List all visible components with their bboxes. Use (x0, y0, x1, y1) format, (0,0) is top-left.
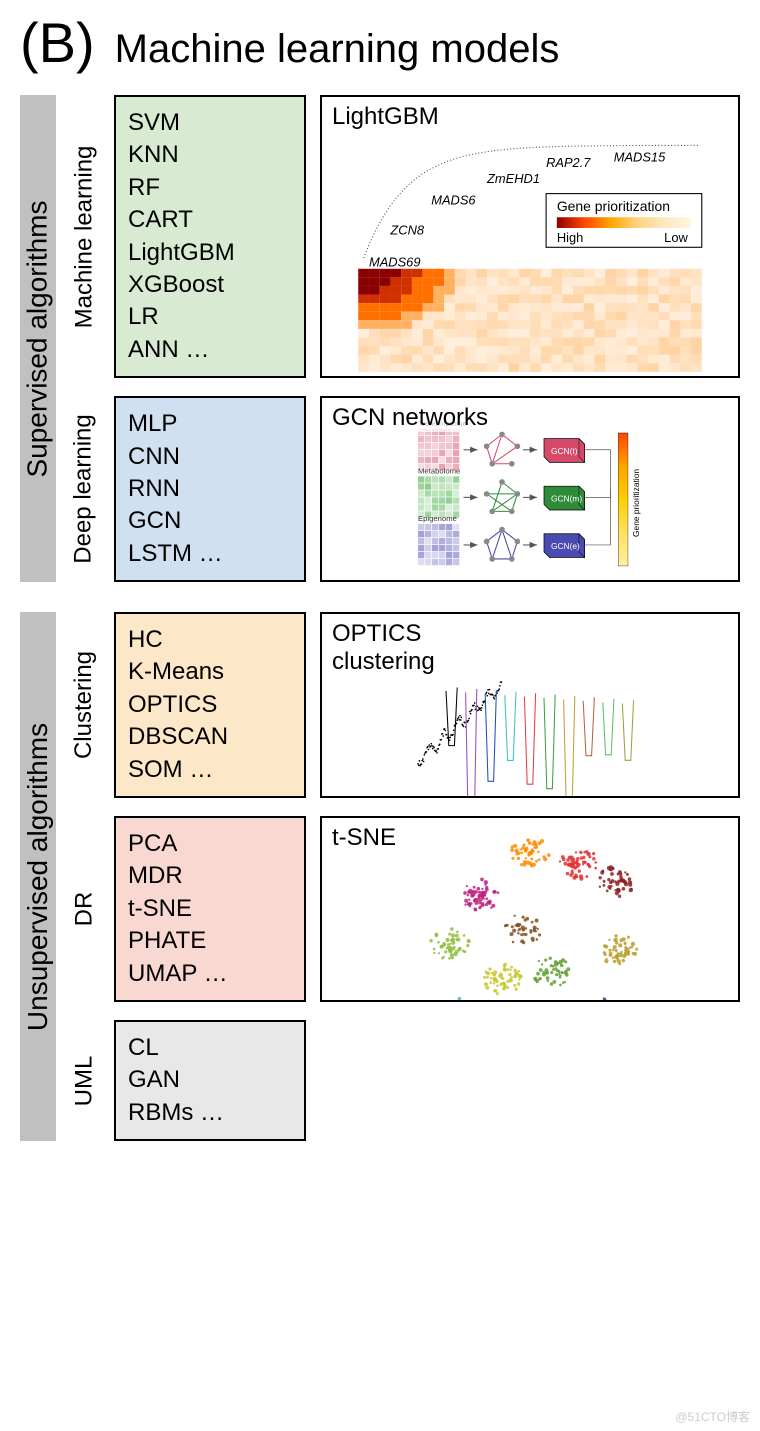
sublabel-text: Machine learning (70, 145, 98, 328)
algo-item: HC (128, 624, 292, 656)
algo-box: MLPCNNRNNGCNLSTM … (114, 396, 306, 582)
algo-item: XGBoost (128, 269, 292, 301)
algo-item: SVM (128, 107, 292, 139)
algo-item: DBSCAN (128, 721, 292, 753)
algo-item: K-Means (128, 656, 292, 688)
algo-item: RBMs … (128, 1097, 292, 1129)
illus-title: OPTICSclustering (332, 620, 435, 676)
spacer (320, 1020, 740, 1141)
svg-text:RAP2.7: RAP2.7 (546, 155, 591, 170)
illus-title: t-SNE (332, 824, 396, 852)
algo-item: CNN (128, 441, 292, 473)
algo-item: MLP (128, 408, 292, 440)
rows: ClusteringHCK-MeansOPTICSDBSCANSOM …OPTI… (68, 612, 740, 1141)
svg-text:Gene prioritization: Gene prioritization (631, 469, 641, 537)
algo-item: PCA (128, 828, 292, 860)
svg-text:ZmEHD1: ZmEHD1 (486, 171, 540, 186)
section: Unsupervised algorithms Clustering HCK-Mea… (20, 612, 740, 1141)
algo-item: t-SNE (128, 893, 292, 925)
svg-text:GCN(m): GCN(m) (551, 494, 582, 504)
algo-item: LR (128, 301, 292, 333)
section-bar: Supervised algorithms (20, 95, 56, 582)
illustration-gcn: GCN networksTranscriptomeGCN(t)Metabolom… (320, 396, 740, 582)
svg-text:MADS15: MADS15 (614, 149, 666, 164)
row: Machine learningSVMKNNRFCARTLightGBMXGBo… (68, 95, 740, 378)
sublabel: DR (68, 816, 100, 1002)
algo-item: SOM … (128, 754, 292, 786)
algo-item: CART (128, 204, 292, 236)
illus-title: GCN networks (332, 404, 488, 432)
algo-item: KNN (128, 139, 292, 171)
algo-item: RNN (128, 473, 292, 505)
algo-box: CLGANRBMs … (114, 1020, 306, 1141)
sublabel: Deep learning (68, 396, 100, 582)
illustration-lightgbm: LightGBM MADS69 ZCN8 MADS6 ZmEHD1 RAP2.7 MADS1… (320, 95, 740, 378)
svg-text:GCN(e): GCN(e) (551, 541, 580, 551)
row: Deep learningMLPCNNRNNGCNLSTM …GCN netwo… (68, 396, 740, 582)
algo-item: CL (128, 1032, 292, 1064)
section-bar: Unsupervised algorithms (20, 612, 56, 1141)
algo-item: GCN (128, 505, 292, 537)
sublabel: Machine learning (68, 95, 100, 378)
row: DRPCAMDRt-SNEPHATEUMAP …t-SNE (68, 816, 740, 1002)
row: UML CLGANRBMs … (68, 1020, 740, 1141)
svg-text:ZCN8: ZCN8 (389, 222, 424, 237)
algo-item: PHATE (128, 925, 292, 957)
sublabel-text: Deep learning (70, 414, 98, 563)
algo-item: RF (128, 172, 292, 204)
algo-item: MDR (128, 860, 292, 892)
illustration-optics: OPTICSclustering (320, 612, 740, 798)
illus-title: LightGBM (332, 103, 439, 131)
svg-text:Metabolome: Metabolome (418, 467, 460, 476)
algo-item: LSTM … (128, 538, 292, 570)
algo-box: SVMKNNRFCARTLightGBMXGBoostLRANN … (114, 95, 306, 378)
algo-box: PCAMDRt-SNEPHATEUMAP … (114, 816, 306, 1002)
svg-text:Gene prioritization: Gene prioritization (557, 198, 670, 214)
illustration-tsne: t-SNE (320, 816, 740, 1002)
row: ClusteringHCK-MeansOPTICSDBSCANSOM …OPTI… (68, 612, 740, 798)
section: Supervised algorithms Machine learning SVM… (20, 95, 740, 582)
algo-item: GAN (128, 1064, 292, 1096)
sublabel: Clustering (68, 612, 100, 798)
algo-item: ANN … (128, 334, 292, 366)
svg-text:Epigenome: Epigenome (418, 514, 457, 523)
page-title: Machine learning models (115, 27, 560, 72)
svg-text:Low: Low (664, 230, 688, 245)
algo-item: UMAP … (128, 958, 292, 990)
section-label: Unsupervised algorithms (22, 723, 54, 1031)
svg-text:MADS69: MADS69 (369, 255, 421, 270)
section-label: Supervised algorithms (22, 200, 54, 477)
watermark: @51CTO博客 (675, 1408, 750, 1425)
sublabel-text: UML (70, 1055, 98, 1106)
algo-item: LightGBM (128, 237, 292, 269)
panel-label: (B) (20, 10, 95, 75)
svg-text:High: High (557, 230, 583, 245)
algo-item: OPTICS (128, 689, 292, 721)
sublabel: UML (68, 1020, 100, 1141)
rows: Machine learningSVMKNNRFCARTLightGBMXGBo… (68, 95, 740, 582)
algo-box: HCK-MeansOPTICSDBSCANSOM … (114, 612, 306, 798)
sublabel-text: DR (70, 892, 98, 927)
svg-text:GCN(t): GCN(t) (551, 446, 578, 456)
svg-text:MADS6: MADS6 (431, 192, 476, 207)
sublabel-text: Clustering (70, 651, 98, 759)
